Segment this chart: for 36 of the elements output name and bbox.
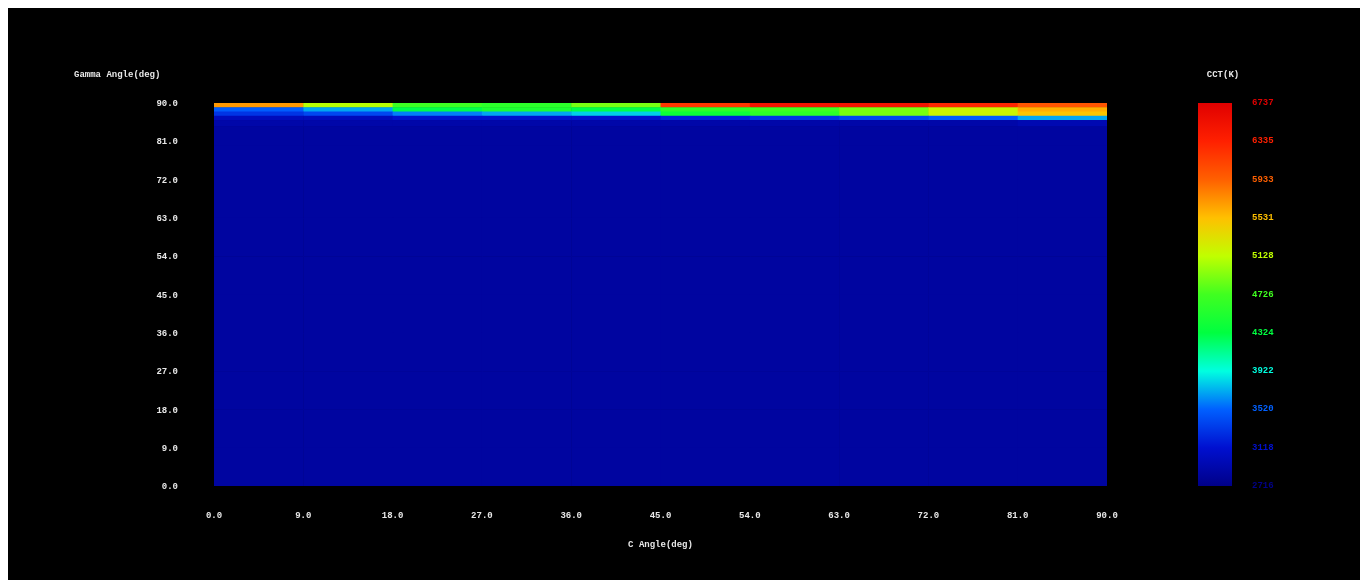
x-tick-label: 18.0 (381, 511, 404, 522)
y-tick-label: 72.0 (156, 175, 178, 186)
y-tick-label: 63.0 (156, 214, 178, 225)
y-tick-label: 18.0 (156, 405, 178, 416)
x-tick-label: 90.0 (1096, 511, 1118, 522)
color-bar-label: 5531 (1252, 211, 1274, 224)
color-bar-label: 4324 (1252, 326, 1274, 339)
x-tick-label: 63.0 (828, 511, 850, 522)
color-bar-label: 3922 (1252, 365, 1274, 378)
x-tick-label: 45.0 (649, 511, 672, 522)
y-tick-label: 90.0 (156, 99, 178, 110)
y-tick-label: 54.0 (156, 252, 178, 263)
x-tick-label: 9.0 (295, 511, 312, 522)
y-tick-label: 45.0 (156, 290, 178, 301)
color-bar-label: 6737 (1252, 97, 1274, 109)
color-bar-label: 3520 (1252, 403, 1274, 416)
y-tick-label: 0.0 (161, 482, 178, 493)
color-bar-label: 5128 (1252, 250, 1274, 263)
color-bar-label: 2716 (1252, 480, 1274, 492)
color-bar-label: 4726 (1252, 288, 1274, 301)
y-tick-label: 9.0 (161, 443, 178, 454)
color-bar-label: 6335 (1252, 135, 1274, 148)
x-tick-label: 54.0 (739, 511, 761, 522)
x-tick-label: 0.0 (205, 511, 223, 522)
y-tick-label: 27.0 (156, 367, 178, 378)
x-tick-label: 36.0 (560, 511, 582, 522)
x-tick-label: 81.0 (1006, 511, 1029, 522)
color-bar-label: 5933 (1252, 173, 1274, 186)
y-tick-label: 81.0 (156, 137, 178, 148)
color-bar-title: CCT(K) (1205, 70, 1241, 80)
y-axis-title: Gamma Angle(deg) (74, 70, 161, 80)
y-tick-label: 36.0 (156, 328, 178, 339)
x-axis-title: C Angle(deg) (627, 540, 694, 550)
x-tick-label: 72.0 (917, 511, 940, 522)
color-bar-label: 3118 (1252, 441, 1274, 454)
x-tick-label: 27.0 (471, 511, 493, 522)
